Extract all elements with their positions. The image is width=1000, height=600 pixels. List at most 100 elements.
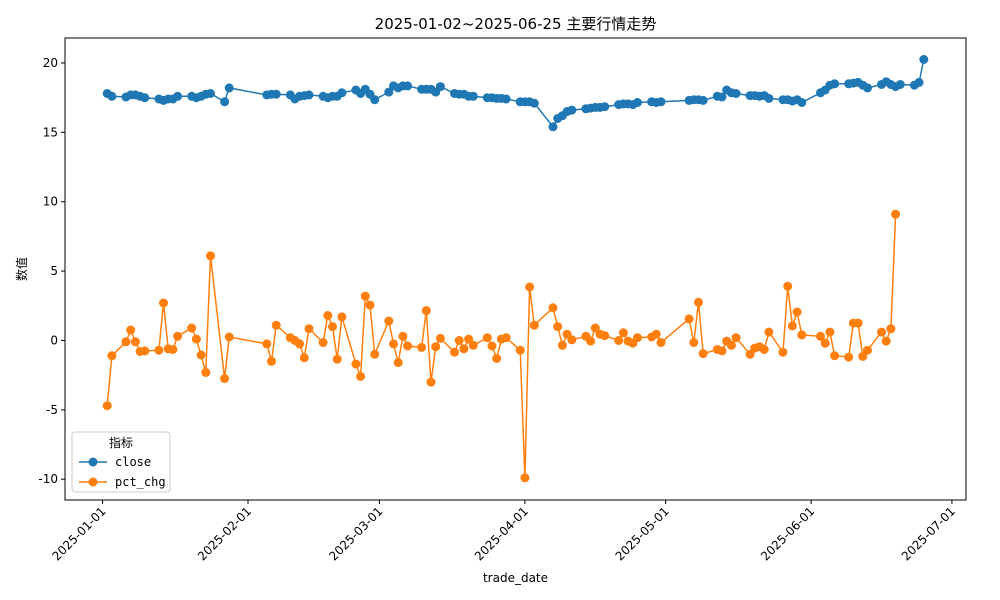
data-point-pct_chg (614, 336, 624, 345)
data-point-pct_chg (435, 333, 445, 343)
data-point-pct_chg (126, 325, 136, 335)
data-point-pct_chg (886, 324, 896, 334)
data-point-pct_chg (365, 300, 375, 310)
data-point-close (633, 98, 642, 107)
data-point-close (919, 55, 929, 64)
data-point-close (797, 98, 807, 107)
data-point-pct_chg (548, 303, 558, 313)
data-point-pct_chg (426, 377, 436, 387)
data-point-pct_chg (726, 340, 736, 350)
data-point-pct_chg (318, 338, 328, 347)
data-point-pct_chg (187, 323, 197, 333)
data-point-pct_chg (858, 351, 868, 361)
x-axis: 2025-01-01 2025-02-01 2025-03-01 2025-04-01… (49, 500, 958, 563)
legend-title: 指标 (109, 435, 133, 450)
legend-entry-close: close (79, 455, 151, 469)
data-point-pct_chg (684, 314, 694, 324)
data-point-pct_chg (656, 338, 666, 347)
data-point-pct_chg (820, 338, 830, 348)
data-point-pct_chg (825, 327, 835, 337)
plot-frame (64, 37, 967, 501)
data-point-pct_chg (783, 281, 793, 291)
x-axis-label: trade_date (483, 571, 548, 585)
y-axis: -10 -5 0 5 10 15 20 (38, 56, 65, 486)
data-point-pct_chg (262, 339, 272, 349)
data-point-pct_chg (173, 331, 183, 341)
data-point-pct_chg (525, 282, 535, 292)
series-layer (102, 55, 929, 483)
data-point-pct_chg (360, 291, 370, 301)
series-line-close (106, 59, 925, 129)
y-tick-label: -10 (38, 472, 58, 486)
data-point-close (304, 90, 314, 100)
legend-label: pct_chg (115, 475, 166, 489)
data-point-pct_chg (778, 347, 788, 357)
data-point-pct_chg (515, 345, 525, 355)
data-point-pct_chg (689, 338, 699, 347)
data-point-close (173, 91, 183, 101)
data-point-pct_chg (417, 342, 427, 352)
y-tick-label: 5 (50, 264, 58, 278)
data-point-pct_chg (159, 298, 168, 308)
data-point-pct_chg (393, 358, 403, 368)
data-point-pct_chg (102, 401, 112, 411)
data-point-pct_chg (140, 346, 150, 356)
data-point-pct_chg (196, 350, 206, 360)
data-point-pct_chg (389, 339, 398, 349)
data-point-pct_chg (717, 346, 727, 356)
data-point-pct_chg (121, 337, 131, 347)
legend-entry-pct_chg: pct_chg (79, 475, 166, 489)
data-point-close (337, 88, 347, 98)
data-point-pct_chg (863, 345, 872, 355)
x-tick-label: 2025-07-01 (899, 504, 958, 563)
data-point-pct_chg (220, 374, 230, 384)
x-tick-label: 2025-01-01 (49, 504, 108, 563)
data-point-pct_chg (787, 321, 797, 331)
data-point-pct_chg (304, 324, 314, 334)
data-point-close (384, 87, 394, 97)
data-point-close (698, 95, 708, 105)
data-point-pct_chg (590, 323, 600, 333)
data-point-pct_chg (464, 334, 474, 344)
data-point-pct_chg (600, 331, 610, 341)
data-point-pct_chg (764, 327, 774, 337)
data-point-close (107, 91, 117, 101)
data-point-pct_chg (482, 333, 492, 343)
data-point-pct_chg (792, 307, 802, 317)
legend-label: close (115, 455, 151, 469)
data-point-pct_chg (557, 340, 567, 350)
data-point-pct_chg (468, 340, 478, 350)
data-point-pct_chg (520, 473, 530, 483)
x-tick-label: 2025-03-01 (326, 504, 385, 563)
legend-swatch-marker (88, 477, 98, 487)
data-point-close (206, 89, 215, 98)
data-point-pct_chg (267, 356, 276, 366)
data-point-pct_chg (450, 347, 459, 357)
data-point-close (370, 95, 380, 105)
data-point-pct_chg (459, 344, 469, 354)
plot-area (64, 37, 967, 501)
series-close (102, 55, 929, 132)
data-point-pct_chg (191, 334, 201, 344)
data-point-pct_chg (529, 320, 539, 330)
data-point-pct_chg (853, 318, 863, 328)
data-point-pct_chg (881, 336, 891, 346)
data-point-close (501, 94, 511, 104)
data-point-pct_chg (877, 327, 886, 337)
data-point-pct_chg (830, 351, 840, 361)
data-point-pct_chg (351, 359, 361, 369)
data-point-pct_chg (501, 333, 511, 343)
data-point-pct_chg (384, 316, 394, 326)
data-point-pct_chg (398, 331, 408, 341)
data-point-pct_chg (891, 209, 901, 219)
data-point-pct_chg (694, 297, 703, 307)
data-point-pct_chg (487, 341, 497, 351)
data-point-close (717, 92, 727, 102)
x-tick-label: 2025-06-01 (758, 504, 817, 563)
data-point-pct_chg (618, 328, 628, 338)
data-point-pct_chg (323, 311, 333, 320)
data-point-pct_chg (403, 341, 413, 351)
data-point-pct_chg (421, 306, 431, 316)
data-point-pct_chg (651, 329, 661, 339)
